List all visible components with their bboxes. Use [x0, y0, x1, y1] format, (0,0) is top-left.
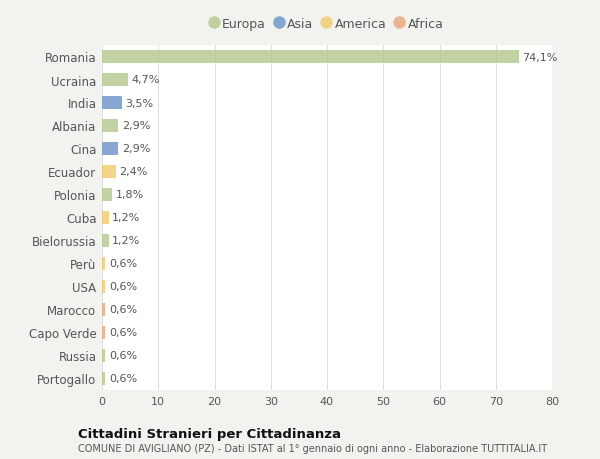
Text: 3,5%: 3,5% — [125, 98, 153, 108]
Text: 0,6%: 0,6% — [109, 351, 137, 361]
Bar — [102, 96, 122, 110]
Text: 2,9%: 2,9% — [122, 121, 150, 131]
Bar — [102, 50, 519, 64]
Bar — [102, 234, 109, 248]
Text: 2,9%: 2,9% — [122, 144, 150, 154]
Bar — [102, 349, 106, 363]
Bar — [102, 119, 118, 133]
Text: 0,6%: 0,6% — [109, 259, 137, 269]
Bar — [102, 372, 106, 386]
Bar — [102, 165, 116, 179]
Bar — [102, 257, 106, 271]
Text: 0,6%: 0,6% — [109, 328, 137, 338]
Text: 0,6%: 0,6% — [109, 282, 137, 292]
Text: COMUNE DI AVIGLIANO (PZ) - Dati ISTAT al 1° gennaio di ogni anno - Elaborazione : COMUNE DI AVIGLIANO (PZ) - Dati ISTAT al… — [78, 443, 547, 453]
Text: 2,4%: 2,4% — [119, 167, 147, 177]
Text: 1,8%: 1,8% — [116, 190, 144, 200]
Text: 1,2%: 1,2% — [112, 236, 140, 246]
Bar — [102, 326, 106, 340]
Text: Cittadini Stranieri per Cittadinanza: Cittadini Stranieri per Cittadinanza — [78, 427, 341, 440]
Bar — [102, 188, 112, 202]
Text: 4,7%: 4,7% — [132, 75, 160, 85]
Legend: Europa, Asia, America, Africa: Europa, Asia, America, Africa — [211, 18, 443, 31]
Bar — [102, 303, 106, 317]
Text: 74,1%: 74,1% — [522, 52, 557, 62]
Bar — [102, 73, 128, 87]
Bar — [102, 142, 118, 156]
Text: 0,6%: 0,6% — [109, 374, 137, 384]
Bar — [102, 280, 106, 294]
Text: 1,2%: 1,2% — [112, 213, 140, 223]
Text: 0,6%: 0,6% — [109, 305, 137, 315]
Bar — [102, 211, 109, 225]
